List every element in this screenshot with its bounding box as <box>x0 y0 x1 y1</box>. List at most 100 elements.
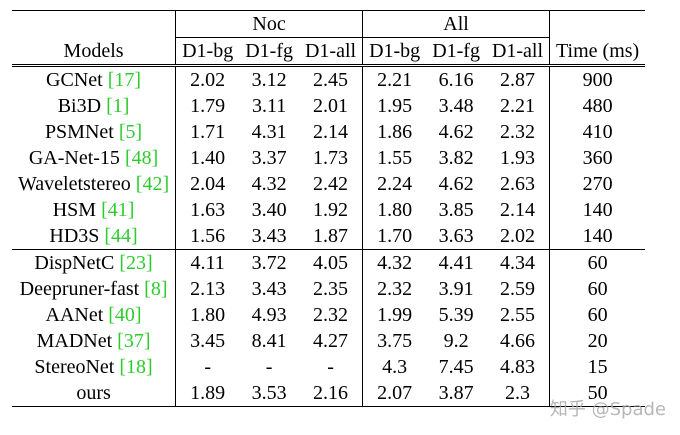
metric-cell: 1.80 <box>190 304 226 326</box>
header-row-2: Models D1-bg D1-fg D1-all D1-bg D1-fg D1… <box>12 37 645 66</box>
metric-cell: 1.56 <box>190 225 226 247</box>
metric-cell: 4.62 <box>438 173 474 195</box>
metric-cell: 2.32 <box>485 119 551 145</box>
model-name-cell: ours <box>12 380 177 407</box>
time-header-blank <box>549 10 646 38</box>
models-header: Models <box>12 37 177 66</box>
time-cell: 50 <box>549 380 646 407</box>
metric-cell: 2.55 <box>485 302 551 328</box>
results-table: Noc All Models D1-bg D1-fg D1-all D1-bg … <box>12 10 646 407</box>
metric-cell: 4.93 <box>251 304 287 326</box>
metric-cell: 3.63 <box>438 225 474 247</box>
metric-cell: 2.21 <box>362 64 427 93</box>
metric-cell: 1.40 <box>190 147 226 169</box>
time-header: Time (ms) <box>556 39 640 62</box>
header-row-1: Noc All <box>12 10 646 38</box>
citation-link[interactable]: [18] <box>119 356 153 378</box>
metric-cell: 3.72 <box>239 249 299 276</box>
model-name-cell: DispNetC [23] <box>12 249 177 276</box>
model-name-cell: AANet [40] <box>12 302 177 328</box>
metric-cell: 3.85 <box>438 199 474 221</box>
citation-link[interactable]: [40] <box>108 304 142 326</box>
citation-link[interactable]: [37] <box>117 330 151 352</box>
metric-cell: 5.39 <box>438 304 474 326</box>
metric-cell: 1.87 <box>298 223 364 250</box>
citation-link[interactable]: [23] <box>119 252 153 274</box>
citation-link[interactable]: [42] <box>135 173 170 195</box>
model-name: StereoNet <box>34 356 120 378</box>
metric-cell: 4.31 <box>251 121 287 143</box>
citation-link[interactable]: [8] <box>144 278 168 300</box>
model-name: Waveletstereo <box>18 173 136 195</box>
citation-link[interactable]: [5] <box>118 121 143 143</box>
metric-cell: 7.45 <box>438 356 474 378</box>
metric-cell: 4.32 <box>362 249 427 276</box>
metric-cell: 3.82 <box>438 147 474 169</box>
noc-header: Noc <box>175 10 364 38</box>
citation-link[interactable]: [48] <box>124 147 159 169</box>
metric-cell: - <box>265 356 273 378</box>
table-row: MADNet [37] 3.45 8.41 4.27 3.75 9.2 4.66 20 <box>12 328 645 354</box>
metric-cell: 1.92 <box>298 197 364 223</box>
model-name: GA-Net-15 <box>28 147 125 169</box>
model-name-cell: Bi3D [1] <box>12 93 177 119</box>
metric-cell: 3.48 <box>438 95 474 117</box>
time-cell: 60 <box>587 278 608 300</box>
metric-cell: 2.45 <box>298 64 364 93</box>
metric-cell: 4.83 <box>485 354 551 380</box>
metric-cell: - <box>204 356 211 378</box>
model-name-cell: Deepruner-fast [8] <box>12 276 177 302</box>
metric-cell: 3.45 <box>190 330 226 352</box>
metric-cell: 2.01 <box>298 93 364 119</box>
metric-cell: 2.24 <box>377 173 413 195</box>
all-d1-fg-header: D1-fg <box>426 37 486 66</box>
watermark: 知乎 @Spade <box>549 399 666 420</box>
metric-cell: 2.14 <box>298 119 364 145</box>
metric-cell: 1.63 <box>190 199 226 221</box>
time-cell: 140 <box>582 199 613 221</box>
metric-cell: 3.43 <box>251 225 287 247</box>
table-row: Deepruner-fast [8] 2.13 3.43 2.35 2.32 3.91 2.… <box>12 276 645 302</box>
metric-cell: 4.05 <box>298 249 364 276</box>
metric-cell: 6.16 <box>426 64 486 93</box>
metric-cell: 1.79 <box>190 95 226 117</box>
metric-cell: 1.70 <box>377 225 413 247</box>
metric-cell: 2.02 <box>485 223 551 250</box>
model-name: HSM <box>52 199 102 221</box>
all-header: All <box>362 10 551 38</box>
model-name: Bi3D <box>57 95 107 117</box>
metric-cell: 2.32 <box>298 302 364 328</box>
time-cell: 20 <box>587 330 608 352</box>
citation-link[interactable]: [44] <box>104 225 138 247</box>
metric-cell: 2.16 <box>298 380 364 407</box>
metric-cell: 1.55 <box>377 147 413 169</box>
table-row: HSM [41] 1.63 3.40 1.92 1.80 3.85 2.14 140 <box>12 197 645 223</box>
citation-link[interactable]: [1] <box>106 95 130 117</box>
metric-cell: 4.62 <box>438 121 474 143</box>
metric-cell: 4.27 <box>298 328 364 354</box>
metric-cell: 3.53 <box>239 380 299 407</box>
model-name: DispNetC <box>34 252 120 274</box>
citation-link[interactable]: [41] <box>101 199 135 221</box>
noc-d1-fg-header: D1-fg <box>239 37 299 66</box>
model-name-cell: PSMNet [5] <box>12 119 177 145</box>
model-name: Deepruner-fast <box>19 278 145 300</box>
metric-cell: 2.3 <box>485 380 551 407</box>
noc-d1-all-header: D1-all <box>298 37 364 66</box>
metric-cell: 1.71 <box>190 121 226 143</box>
table-row: HD3S [44] 1.56 3.43 1.87 1.70 3.63 2.02 140 <box>12 223 645 250</box>
metric-cell: 4.34 <box>485 249 551 276</box>
metric-cell: 2.35 <box>298 276 364 302</box>
metric-cell: 4.11 <box>175 249 240 276</box>
metric-cell: 8.41 <box>251 330 287 352</box>
time-cell: 900 <box>549 64 646 93</box>
model-name-cell: MADNet [37] <box>12 328 177 354</box>
metric-cell: 3.37 <box>251 147 287 169</box>
metric-cell: 4.32 <box>251 173 287 195</box>
table-row: StereoNet [18] - - -4.3 7.45 4.83 15 <box>12 354 645 380</box>
models-header-blank <box>12 10 177 38</box>
metric-cell: 1.73 <box>298 145 364 171</box>
time-cell: 15 <box>587 356 608 378</box>
model-name-cell: StereoNet [18] <box>12 354 177 380</box>
citation-link[interactable]: [17] <box>107 69 142 91</box>
